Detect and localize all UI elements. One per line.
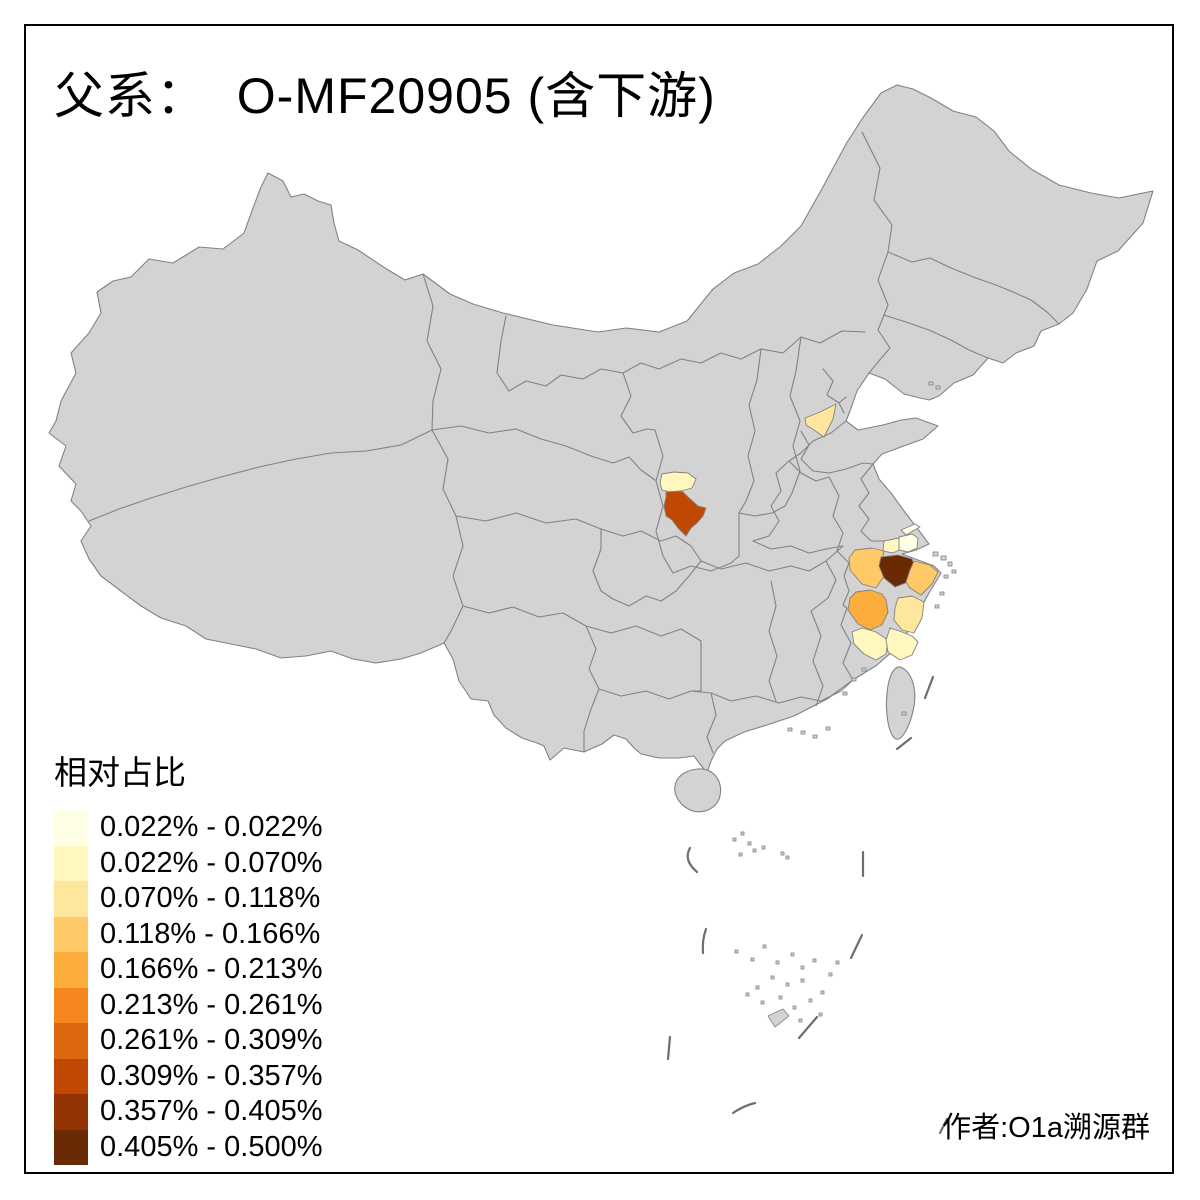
legend-label: 0.261% - 0.309%	[100, 1024, 323, 1057]
legend-label: 0.357% - 0.405%	[100, 1095, 323, 1128]
taiwan-island	[885, 666, 916, 740]
region-ningbo	[905, 560, 939, 596]
legend-row: 0.118% - 0.166%	[54, 916, 322, 952]
map-title: 父系： O-MF20905 (含下游)	[54, 68, 716, 124]
legend-row: 0.357% - 0.405%	[54, 1094, 322, 1130]
region-jinan-shandong	[804, 403, 837, 438]
highlighted-regions	[659, 403, 939, 661]
legend-swatch-2	[54, 845, 88, 881]
legend-swatch-8	[54, 1058, 88, 1094]
hainan-island	[674, 768, 722, 813]
region-wenzhou	[885, 627, 919, 661]
region-north-guanzhong-shaanxi	[659, 471, 697, 493]
legend-rows: 0.022% - 0.022% 0.022% - 0.070% 0.070% - 0…	[54, 810, 322, 1165]
region-xian-shaanxi	[663, 490, 707, 537]
legend-label: 0.022% - 0.070%	[100, 846, 323, 879]
legend-row: 0.261% - 0.309%	[54, 1023, 322, 1059]
china-mainland	[48, 84, 1154, 774]
legend-label: 0.213% - 0.261%	[100, 988, 323, 1021]
region-jiaxing	[882, 537, 900, 554]
legend-swatch-5	[54, 952, 88, 988]
region-lishui	[851, 627, 889, 661]
nine-dash-line	[666, 675, 949, 1135]
legend: 相对占比 0.022% - 0.022% 0.022% - 0.070% 0.070…	[54, 746, 322, 1165]
legend-row: 0.405% - 0.500%	[54, 1129, 323, 1165]
legend-swatch-1	[54, 810, 88, 846]
province-borders	[88, 131, 1060, 754]
legend-swatch-4	[54, 916, 88, 952]
region-hangzhou	[848, 547, 885, 589]
region-taizhou-zhejiang	[893, 595, 925, 634]
region-shanghai	[898, 533, 919, 553]
legend-row: 0.213% - 0.261%	[54, 987, 323, 1023]
legend-title: 相对占比	[54, 754, 186, 791]
legend-label: 0.022% - 0.022%	[100, 811, 323, 844]
legend-label: 0.405% - 0.500%	[100, 1130, 323, 1163]
legend-row: 0.070% - 0.118%	[54, 881, 322, 917]
region-jinhua-quzhou	[847, 589, 889, 631]
coastal-islets	[732, 381, 957, 1028]
legend-label: 0.166% - 0.213%	[100, 953, 323, 986]
legend-row: 0.309% - 0.357%	[54, 1058, 323, 1094]
legend-swatch-7	[54, 1023, 88, 1059]
legend-label: 0.118% - 0.166%	[100, 917, 321, 950]
region-chongming-shanghai	[900, 523, 921, 536]
legend-swatch-10	[54, 1129, 88, 1165]
legend-row: 0.166% - 0.213%	[54, 952, 322, 988]
legend-row: 0.022% - 0.022%	[54, 810, 322, 846]
legend-swatch-3	[54, 881, 88, 917]
legend-row: 0.022% - 0.070%	[54, 845, 323, 881]
legend-swatch-6	[54, 987, 88, 1023]
legend-swatch-9	[54, 1094, 88, 1130]
author-credit: 作者:O1a溯源群	[942, 1112, 1150, 1144]
legend-label: 0.070% - 0.118%	[100, 882, 321, 915]
legend-label: 0.309% - 0.357%	[100, 1059, 323, 1092]
